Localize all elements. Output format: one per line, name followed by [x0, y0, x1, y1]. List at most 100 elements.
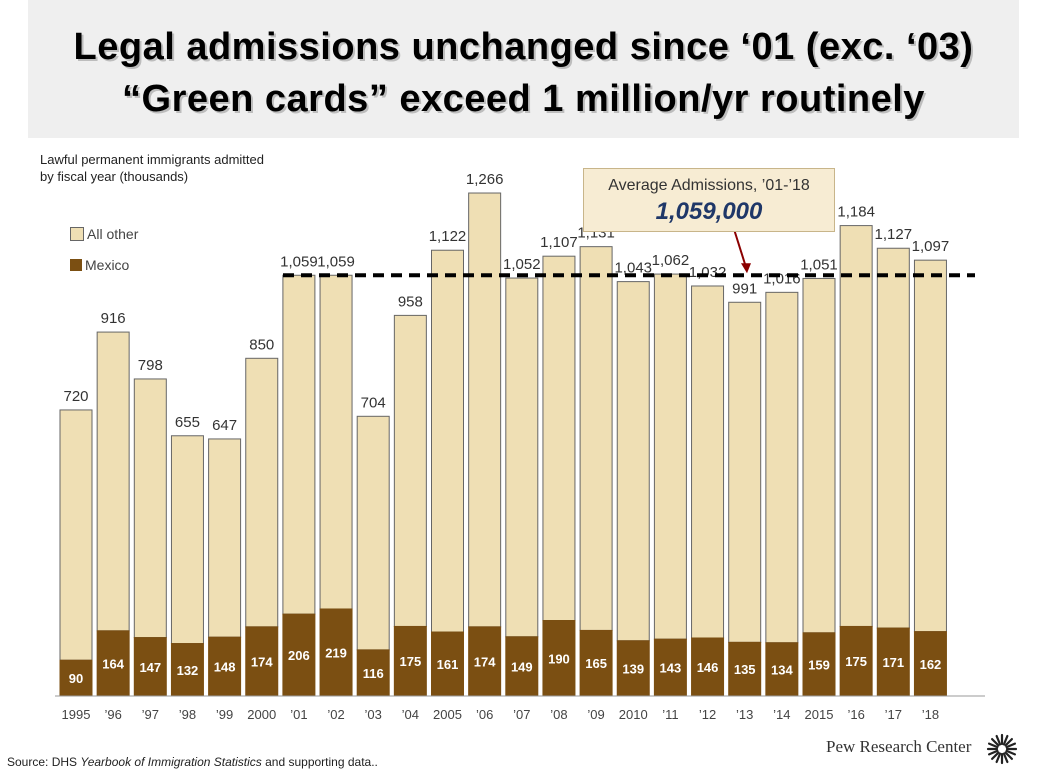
x-tick-label: ’04: [402, 707, 419, 722]
x-tick-label: 1995: [62, 707, 91, 722]
mexico-value-label: 116: [363, 666, 384, 681]
logo-ray: [991, 738, 1000, 747]
bar-mexico: [728, 641, 762, 697]
logo-ray: [1005, 742, 1017, 749]
legend-item-all-other: All other: [70, 224, 138, 243]
bar-mexico: [468, 626, 502, 697]
subtitle-line-1: Lawful permanent immigrants admitted: [40, 152, 264, 167]
average-arrow: [732, 225, 747, 268]
bar-mexico: [245, 626, 279, 697]
x-tick-label: ’97: [142, 707, 159, 722]
mexico-value-label: 164: [102, 656, 124, 671]
average-value: 1,059,000: [655, 198, 763, 225]
x-tick-label: ’06: [476, 707, 493, 722]
total-value-label: 1,266: [466, 171, 504, 188]
legend-swatch-all-other: [70, 226, 84, 241]
mexico-value-label: 165: [585, 656, 607, 671]
total-value-label: 704: [361, 394, 386, 411]
logo-ray: [1004, 751, 1013, 760]
x-tick-label: ’16: [847, 707, 864, 722]
bar-all-other: [170, 435, 204, 645]
pew-logo-icon: [986, 733, 1018, 765]
source-publication: Yearbook of Immigration Statistics: [80, 755, 262, 769]
bar-mexico: [691, 637, 725, 697]
mexico-value-label: 174: [251, 654, 273, 669]
mexico-value-label: 134: [771, 662, 793, 677]
mexico-value-label: 219: [325, 645, 347, 660]
average-label: Average Admissions, ’01-’18: [608, 177, 810, 194]
mexico-value-label: 146: [697, 660, 719, 675]
legend-label-all-other: All other: [87, 225, 139, 242]
bar-mexico: [653, 638, 687, 697]
mexico-value-label: 148: [214, 660, 236, 675]
x-tick-label: ’99: [216, 707, 233, 722]
mexico-value-label: 175: [845, 654, 867, 669]
total-value-label: 916: [101, 310, 126, 327]
bar-all-other: [96, 331, 130, 632]
mexico-value-label: 159: [808, 657, 830, 672]
bar-all-other: [653, 273, 687, 640]
logo-ray: [987, 742, 999, 749]
mexico-value-label: 143: [660, 661, 682, 676]
bar-mexico: [765, 642, 799, 697]
total-value-label: 1,127: [875, 226, 913, 243]
total-value-label: 850: [249, 336, 274, 353]
mexico-value-label: 161: [437, 657, 459, 672]
brand-name: Pew Research Center: [826, 737, 972, 756]
x-tick-label: ’12: [699, 707, 716, 722]
logo-ray: [1002, 734, 1009, 746]
x-tick-label: ’17: [885, 707, 902, 722]
x-tick-label: 2005: [433, 707, 462, 722]
bar-mexico: [393, 625, 427, 697]
total-value-label: 1,043: [614, 260, 652, 277]
legend: All other Mexico: [70, 224, 138, 286]
x-tick-label: ’02: [327, 707, 344, 722]
mexico-value-label: 139: [622, 661, 644, 676]
x-tick-label: ’13: [736, 707, 753, 722]
bar-mexico: [839, 625, 873, 697]
title-line-2: “Green cards” exceed 1 million/yr routin…: [122, 78, 925, 120]
mexico-value-label: 90: [69, 671, 83, 686]
bar-mexico: [356, 649, 390, 697]
source-prefix: Source: DHS: [7, 755, 81, 769]
total-value-label: 1,097: [912, 238, 950, 255]
bar-all-other: [356, 415, 390, 651]
bar-all-other: [393, 314, 427, 627]
total-value-label: 958: [398, 293, 423, 310]
mexico-value-label: 171: [882, 655, 904, 670]
total-value-label: 647: [212, 417, 237, 434]
bar-all-other: [579, 246, 613, 631]
logo-ray: [995, 734, 1002, 746]
x-tick-label: ’96: [104, 707, 121, 722]
bar-all-other: [133, 378, 167, 639]
x-tick-label: 2010: [619, 707, 648, 722]
title-band: Legal admissions unchanged since ‘01 (ex…: [28, 0, 1019, 138]
bar-all-other: [208, 438, 242, 638]
total-value-label: 1,059: [280, 253, 318, 270]
mexico-value-label: 206: [288, 648, 310, 663]
bar-all-other: [505, 277, 539, 638]
x-tick-label: ’98: [179, 707, 196, 722]
x-tick-label: ’08: [550, 707, 567, 722]
bar-all-other: [542, 255, 576, 622]
logo-ray: [991, 751, 1000, 760]
bar-all-other: [876, 247, 910, 629]
total-value-label: 1,052: [503, 256, 541, 273]
mexico-value-label: 147: [139, 660, 161, 675]
total-value-label: 798: [138, 357, 163, 374]
bar-all-other: [839, 225, 873, 627]
legend-swatch-mexico: [70, 258, 82, 271]
bar-all-other: [728, 301, 762, 643]
logo-ray: [995, 752, 1002, 764]
bar-all-other: [913, 259, 947, 633]
total-value-label: 1,032: [689, 264, 727, 281]
total-value-label: 1,107: [540, 234, 578, 251]
bar-mexico: [170, 643, 204, 697]
bar-all-other: [59, 409, 93, 661]
mexico-value-label: 174: [474, 654, 496, 669]
total-value-label: 1,016: [763, 270, 801, 287]
logo-ray: [987, 749, 999, 756]
x-tick-label: ’03: [365, 707, 382, 722]
bar-mexico: [579, 629, 613, 697]
